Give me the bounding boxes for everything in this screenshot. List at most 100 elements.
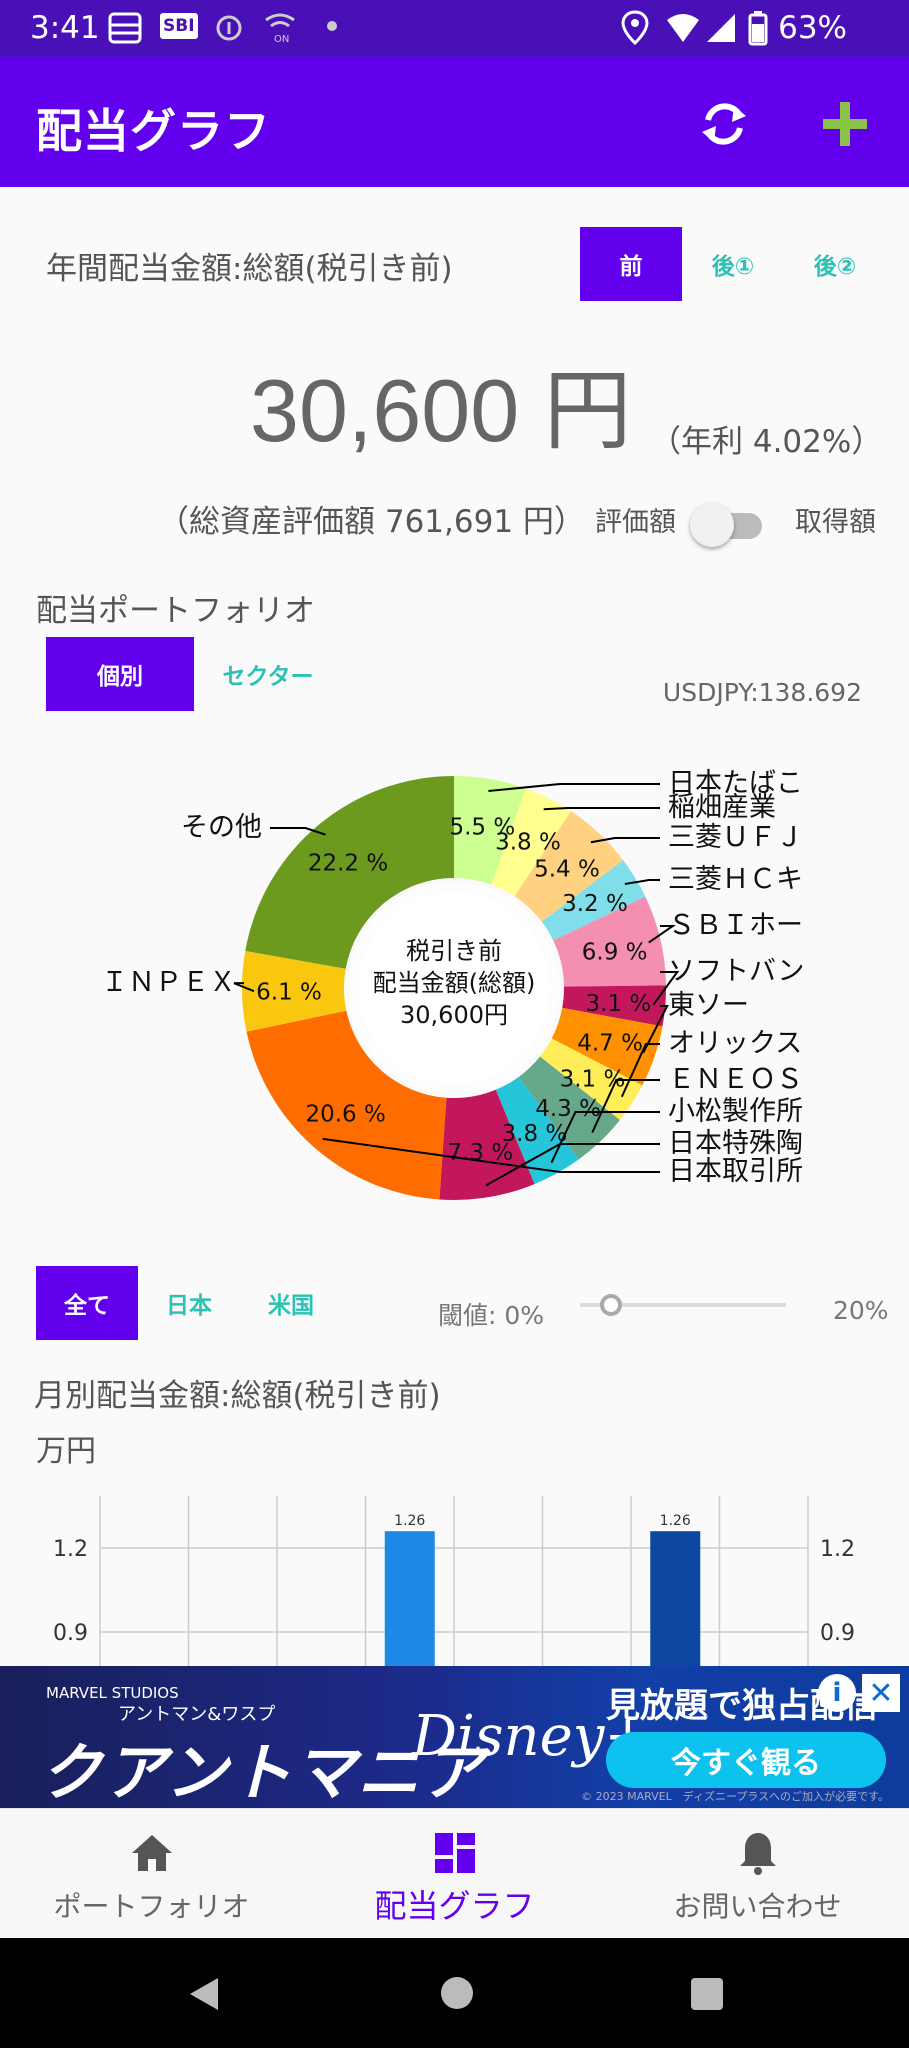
donut-slice[interactable] <box>495 1076 579 1185</box>
donut-center-line-2: 配当金額(総額) <box>373 969 536 997</box>
donut-slice-pct-label: 4.7 % <box>577 1030 643 1056</box>
tab-individual[interactable]: 個別 <box>46 637 194 711</box>
donut-slice[interactable] <box>540 1038 643 1121</box>
ad-copyright: © 2023 MARVEL ディズニープラスへのご加入が必要です。 <box>581 1790 889 1803</box>
bar-chart-ytick-label: 0.9 <box>820 1621 855 1646</box>
bar-chart-ytick-label: 1.2 <box>53 1537 88 1562</box>
donut-leader-line <box>233 982 255 993</box>
donut-slice-name-label: 日本取引所 <box>668 1156 803 1187</box>
annual-dividend-amount: 30,600 円 <box>250 361 632 460</box>
add-icon[interactable] <box>815 94 875 154</box>
sbi-notification-icon: SBI <box>160 13 198 39</box>
portfolio-title: 配当ポートフォリオ <box>36 593 315 629</box>
bottom-navigation: ポートフォリオ 配当グラフ お問い合わせ <box>0 1808 909 1938</box>
home-button-icon[interactable] <box>438 1974 476 2012</box>
filter-all[interactable]: 全て <box>36 1266 138 1340</box>
bar-chart-value-label: 1.26 <box>394 1513 425 1529</box>
more-notifications-dot-icon <box>327 21 337 31</box>
wifi-signal-icon <box>667 14 699 42</box>
bar-chart-bar[interactable] <box>384 1531 435 1666</box>
donut-leader-line <box>642 1005 669 1054</box>
ad-info-icon[interactable]: i <box>818 1674 856 1712</box>
donut-leader-line <box>488 783 660 792</box>
tab-after-tax-2[interactable]: 後② <box>813 254 857 280</box>
donut-slice-pct-label: 5.5 % <box>449 814 515 840</box>
donut-slice[interactable] <box>454 776 526 885</box>
donut-leader-line <box>624 879 660 886</box>
annual-dividend-title: 年間配当金額:総額(税引き前) <box>46 251 453 287</box>
tab-sector[interactable]: セクター <box>222 664 314 690</box>
donut-leader-line <box>550 1111 660 1164</box>
donut-slice[interactable] <box>562 985 666 1027</box>
donut-leader-line <box>652 971 680 1006</box>
nav-label-dividend-graph: 配当グラフ <box>374 1887 535 1925</box>
donut-center-line-3: 30,600円 <box>400 1001 508 1029</box>
donut-slice-pct-label: 3.1 % <box>586 991 652 1017</box>
tab-before-tax[interactable]: 前 <box>580 227 682 301</box>
donut-slice-pct-label: 20.6 % <box>305 1101 385 1127</box>
refresh-icon[interactable] <box>694 94 754 154</box>
nav-item-contact[interactable]: お問い合わせ <box>606 1809 909 1939</box>
donut-slice-name-label: 三菱ＵＦＪ <box>668 822 803 853</box>
donut-slice-pct-label: 6.1 % <box>256 980 322 1006</box>
dividend-donut-chart[interactable]: 5.5 %3.8 %5.4 %3.2 %6.9 %3.1 %4.7 %3.1 %… <box>0 740 909 1240</box>
valuation-acquisition-switch[interactable] <box>690 503 768 547</box>
bell-icon <box>739 1833 776 1875</box>
donut-slice[interactable] <box>491 788 571 897</box>
slider-knob[interactable] <box>600 1294 622 1316</box>
donut-slice[interactable] <box>518 1056 620 1160</box>
donut-leader-line <box>591 1079 660 1133</box>
ad-close-icon[interactable]: ✕ <box>862 1674 900 1712</box>
nav-item-portfolio[interactable]: ポートフォリオ <box>0 1809 303 1939</box>
toggle-label-valuation: 評価額 <box>595 507 676 538</box>
donut-slice[interactable] <box>553 896 666 987</box>
donut-slice[interactable] <box>514 811 624 922</box>
donut-leader-line <box>322 1137 660 1173</box>
ad-cta-button[interactable]: 今すぐ観る <box>606 1732 886 1788</box>
status-bar: 3:41 SBI ON 63% <box>0 0 909 57</box>
donut-slice-name-label: ＥＮＥＯＳ <box>668 1064 803 1095</box>
donut-slice-name-label: その他 <box>181 812 262 843</box>
donut-center-line-1: 税引き前 <box>406 937 502 965</box>
donut-leader-line <box>543 807 660 811</box>
donut-slice[interactable] <box>242 950 347 1032</box>
donut-slice-name-label: ソフトバン <box>668 956 804 987</box>
donut-slice-pct-label: 22.2 % <box>308 851 388 877</box>
donut-leader-line <box>648 925 676 944</box>
filter-japan[interactable]: 日本 <box>166 1293 212 1319</box>
bar-chart-bar[interactable] <box>650 1531 701 1666</box>
battery-percent: 63% <box>778 10 847 46</box>
home-icon <box>131 1835 172 1871</box>
donut-slice-name-label: 小松製作所 <box>668 1096 803 1127</box>
tab-after-tax-1[interactable]: 後① <box>711 254 755 280</box>
recents-icon[interactable] <box>689 1976 725 2012</box>
app-bar: 配当グラフ <box>0 57 909 187</box>
status-time: 3:41 <box>30 10 100 46</box>
filter-us[interactable]: 米国 <box>268 1293 314 1319</box>
svg-text:ON: ON <box>274 34 289 45</box>
donut-slice[interactable] <box>541 860 646 941</box>
threshold-label: 閾値: 0% <box>438 1301 545 1330</box>
donut-slice-name-label: オリックス <box>668 1028 802 1059</box>
nav-item-dividend-graph[interactable]: 配当グラフ <box>303 1809 606 1939</box>
donut-slice-pct-label: 6.9 % <box>582 939 648 965</box>
ad-movie-kicker: アントマン&ワスプ <box>118 1704 276 1725</box>
donut-slice-pct-label: 3.8 % <box>495 830 561 856</box>
bar-chart-ytick-label: 1.2 <box>820 1537 855 1562</box>
donut-slice-pct-label: 3.2 % <box>562 891 628 917</box>
fx-rate: USDJPY:138.692 <box>662 678 862 707</box>
threshold-slider[interactable] <box>580 1290 786 1320</box>
back-icon[interactable] <box>186 1974 222 2014</box>
donut-slice[interactable] <box>246 1010 447 1200</box>
donut-slice-pct-label: 5.4 % <box>534 857 600 883</box>
ad-banner[interactable]: MARVEL STUDIOS アントマン&ワスプ クアントマニア Disney+… <box>0 1666 909 1808</box>
donut-hole <box>358 892 550 1084</box>
donut-slice[interactable] <box>245 776 454 969</box>
nav-label-contact: お問い合わせ <box>673 1890 842 1923</box>
wifi-calling-icon: ON <box>265 13 295 45</box>
dashboard-icon <box>434 1833 475 1873</box>
donut-slice-name-label: ＩＮＰＥＸ <box>101 967 236 998</box>
total-assets-value: （総資産評価額 761,691 円） <box>158 504 585 540</box>
switch-thumb <box>690 503 734 547</box>
bar-chart-value-label: 1.26 <box>660 1513 691 1529</box>
